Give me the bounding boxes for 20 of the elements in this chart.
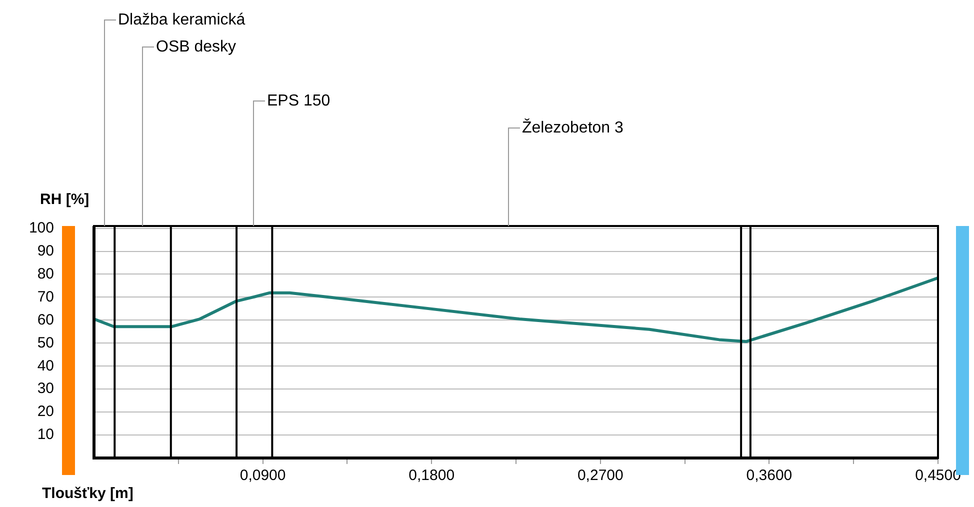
x-tick-label: 0,2700 [577, 467, 624, 484]
x-axis-title: Tloušťky [m] [42, 485, 134, 502]
x-tick-label: 0,1800 [408, 467, 455, 484]
y-tick-label: 80 [37, 265, 54, 282]
y-tick-label: 60 [37, 311, 54, 328]
y-tick-label: 20 [37, 403, 54, 420]
y-tick-label: 40 [37, 357, 54, 374]
text: OSB desky [156, 38, 236, 56]
text: Železobeton 3 [522, 118, 624, 136]
y-tick-label: 30 [37, 380, 54, 398]
y-tick-label: 90 [37, 242, 54, 260]
y-tick-label: 70 [37, 288, 54, 306]
text: Dlažba keramická [118, 11, 246, 28]
y-tick-label: 100 [28, 219, 54, 236]
x-tick-label: 0,0900 [240, 467, 286, 484]
y-tick-label: 10 [37, 426, 54, 444]
text: EPS 150 [267, 92, 330, 110]
y-tick-label: 50 [37, 334, 54, 352]
x-tick-label: 0,3600 [746, 467, 792, 484]
y-axis-title: RH [%] [40, 191, 90, 208]
